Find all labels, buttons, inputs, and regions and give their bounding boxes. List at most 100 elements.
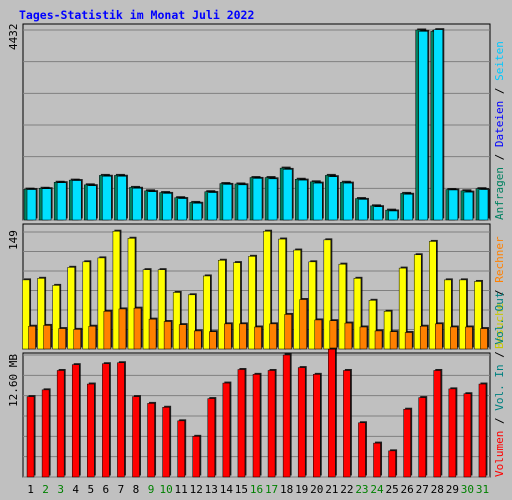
bar-visits-besuche-10 [157, 269, 166, 350]
day-label-19: 19 [295, 483, 308, 496]
bar-hits-dateien-30 [463, 191, 474, 221]
legend-item-visits-0: Besuche [493, 303, 506, 349]
bar-volume-volumen-14 [222, 382, 231, 478]
bar-visits-rechner-6 [103, 311, 112, 350]
bar-volume-volumen-6 [102, 363, 110, 478]
bar-hits-dateien-25 [388, 210, 398, 221]
bar-volume-volumen-9 [147, 403, 155, 478]
day-label-27: 27 [416, 483, 429, 496]
legend-item-volume-3: / [493, 351, 506, 364]
panel-visits: 149 Besuche / Rechner [7, 223, 506, 350]
bar-visits-besuche-8 [127, 238, 136, 350]
bar-visits-besuche-2 [37, 278, 45, 350]
bar-volume-volumen-25 [388, 450, 396, 478]
bar-hits-dateien-31 [478, 189, 489, 221]
bar-hits-dateien-9 [147, 191, 157, 221]
day-label-20: 20 [310, 483, 323, 496]
bar-visits-rechner-28 [435, 323, 443, 350]
bar-visits-besuche-13 [203, 275, 211, 350]
bar-visits-besuche-1 [22, 279, 30, 350]
bar-volume-volumen-17 [267, 370, 276, 478]
bar-volume-volumen-11 [177, 420, 185, 478]
bar-volume-volumen-20 [313, 374, 321, 478]
bar-visits-besuche-7 [112, 230, 121, 350]
bar-visits-rechner-1 [28, 325, 36, 350]
bar-hits-dateien-23 [358, 199, 368, 221]
bar-visits-rechner-2 [43, 325, 51, 350]
legend-item-volume-0: Volumen [493, 431, 506, 477]
bar-volume-volumen-28 [433, 370, 442, 478]
day-label-24: 24 [370, 483, 384, 496]
bar-visits-rechner-12 [193, 330, 202, 350]
bar-visits-besuche-14 [218, 260, 226, 350]
bar-visits-besuche-30 [459, 279, 467, 350]
day-label-31: 31 [476, 483, 489, 496]
bar-hits-dateien-24 [373, 206, 383, 221]
day-label-18: 18 [280, 483, 293, 496]
bar-visits-rechner-31 [480, 328, 488, 350]
bar-visits-rechner-19 [299, 299, 307, 350]
legend-item-hits-2: Dateien [493, 101, 506, 154]
bar-volume-volumen-15 [237, 369, 246, 478]
legend-hits: Anfragen / Dateien / Seiten [493, 41, 506, 220]
ytick-label-hits: 4432 [7, 24, 20, 51]
bar-visits-rechner-14 [224, 323, 232, 350]
day-label-13: 13 [205, 483, 218, 496]
bar-visits-rechner-5 [88, 325, 97, 350]
bar-visits-besuche-25 [383, 311, 392, 350]
bar-visits-besuche-9 [142, 269, 151, 350]
bar-hits-dateien-4 [71, 180, 82, 221]
bar-hits-dateien-2 [41, 188, 52, 221]
bar-visits-besuche-5 [82, 261, 91, 350]
day-label-23: 23 [355, 483, 368, 496]
bar-volume-volumen-2 [41, 389, 50, 478]
day-label-10: 10 [159, 483, 172, 496]
legend-item-volume-1: / [493, 417, 506, 430]
legend-item-volume-4: Vol. Out [493, 292, 506, 352]
bar-volume-volumen-31 [478, 383, 487, 478]
bar-volume-volumen-30 [463, 393, 472, 478]
bar-volume-volumen-12 [192, 436, 200, 478]
bar-hits-dateien-8 [132, 188, 142, 221]
bar-hits-dateien-19 [297, 179, 308, 221]
bar-volume-volumen-21 [328, 348, 336, 478]
day-axis-labels: 1 2 3 4 5 6 7 8 9 10 11 12 13 14 15 16 17 18 19 20 21 22 23 24 2… [27, 483, 489, 496]
bar-visits-besuche-23 [353, 278, 362, 350]
bar-visits-rechner-24 [374, 330, 383, 350]
bar-hits-dateien-3 [56, 182, 67, 221]
panel-volume: 12.60 MB Volumen / Vol. In / Vol. Out [7, 292, 506, 478]
day-label-11: 11 [175, 483, 188, 496]
bar-visits-rechner-8 [133, 307, 142, 350]
ytick-label-visits: 149 [7, 230, 20, 250]
bar-volume-volumen-27 [418, 397, 426, 478]
bar-hits-dateien-22 [343, 182, 353, 221]
bar-visits-rechner-25 [389, 331, 398, 350]
legend-item-hits-3: / [493, 88, 506, 101]
day-label-1: 1 [27, 483, 34, 496]
bar-visits-rechner-9 [148, 318, 157, 350]
bar-hits-dateien-6 [102, 176, 112, 221]
day-label-3: 3 [57, 483, 64, 496]
bar-visits-rechner-27 [419, 325, 428, 350]
bar-hits-dateien-10 [162, 193, 172, 221]
bar-hits-dateien-20 [313, 182, 323, 221]
bar-hits-dateien-15 [237, 184, 248, 221]
day-label-14: 14 [220, 483, 234, 496]
bar-visits-besuche-26 [398, 267, 407, 350]
bar-visits-besuche-31 [474, 281, 482, 350]
day-label-4: 4 [72, 483, 79, 496]
day-label-2: 2 [42, 483, 49, 496]
legend-item-visits-1: / [493, 289, 506, 302]
legend-item-visits-2: Rechner [493, 236, 506, 289]
bar-volume-volumen-5 [87, 383, 95, 478]
day-label-12: 12 [190, 483, 203, 496]
day-label-15: 15 [235, 483, 248, 496]
bar-volume-volumen-16 [252, 374, 261, 478]
bar-volume-volumen-26 [403, 408, 411, 478]
bar-visits-besuche-20 [308, 261, 317, 350]
legend-item-volume-2: Vol. In [493, 364, 506, 417]
bar-visits-rechner-16 [254, 326, 262, 350]
bar-hits-dateien-26 [403, 194, 413, 221]
bar-visits-rechner-26 [404, 332, 413, 350]
